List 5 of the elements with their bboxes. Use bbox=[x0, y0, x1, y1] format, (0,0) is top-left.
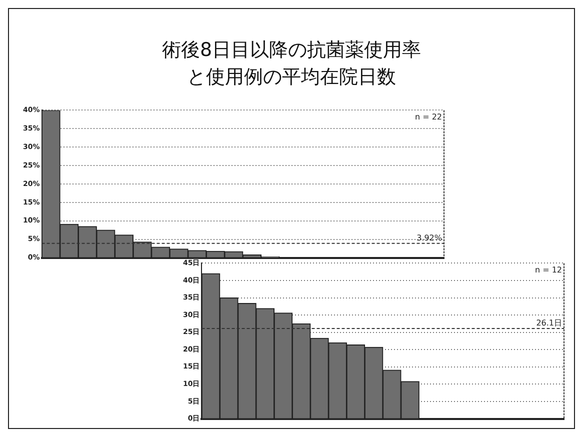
annotation: n = 12 bbox=[534, 265, 562, 274]
chart-title: 術後8日目以降の抗菌薬使用率と使用例の平均在院日数 bbox=[160, 38, 422, 90]
annotation: n = 22 bbox=[414, 112, 442, 122]
ref-line-label: 3.92% bbox=[416, 233, 442, 242]
ref-line-label: 26.1日 bbox=[536, 318, 562, 328]
